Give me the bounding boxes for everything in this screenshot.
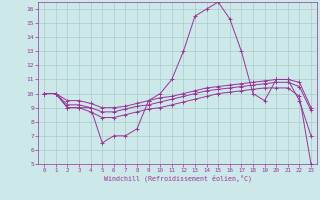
X-axis label: Windchill (Refroidissement éolien,°C): Windchill (Refroidissement éolien,°C) (104, 175, 252, 182)
